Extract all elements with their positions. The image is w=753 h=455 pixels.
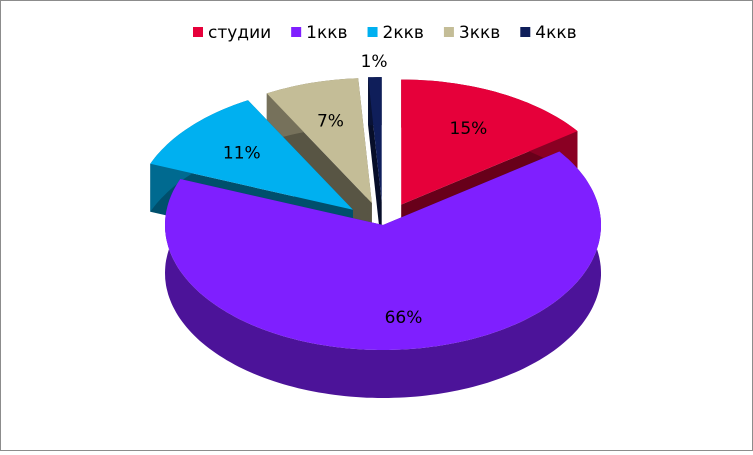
data-label: 7% [317, 111, 344, 131]
legend-label: 3ккв [459, 23, 500, 43]
legend-label: 2ккв [383, 23, 424, 43]
data-label: 11% [223, 144, 261, 164]
data-label: 15% [450, 119, 488, 139]
slice [368, 77, 382, 203]
slice-side [165, 151, 601, 398]
legend-label: 4ккв [535, 23, 576, 43]
legend-label: студии [208, 23, 271, 43]
legend-label: 1ккв [306, 23, 347, 43]
data-label: 66% [385, 308, 423, 328]
slice [165, 151, 601, 350]
legend-swatch [291, 27, 302, 37]
data-label: 1% [361, 52, 388, 72]
legend-swatch [520, 27, 531, 37]
slice [401, 79, 578, 205]
slice [150, 100, 353, 210]
legend-swatch [367, 27, 378, 37]
legend-swatch [193, 27, 203, 37]
slice [266, 78, 372, 203]
legend-swatch [443, 27, 454, 37]
